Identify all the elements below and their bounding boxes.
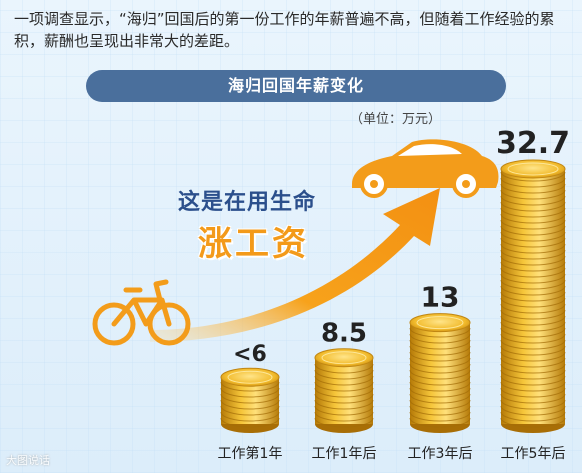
sports-car-icon (352, 139, 499, 198)
value-label: 13 (421, 281, 460, 314)
coin-stack-bar (500, 159, 566, 433)
slogan-line-2: 涨工资 (198, 224, 309, 264)
value-label: 8.5 (321, 319, 367, 349)
category-label: 工作第1年 (218, 445, 283, 462)
category-label: 工作5年后 (501, 446, 566, 462)
value-label: <6 (233, 342, 267, 367)
watermark: 大图说话 (6, 454, 50, 467)
coin-stack-bar (220, 367, 280, 433)
category-label: 工作3年后 (408, 446, 473, 462)
coin-stack-bar (314, 348, 374, 433)
slogan-line-1: 这是在用生命 (178, 190, 317, 215)
category-label: 工作1年后 (312, 446, 377, 462)
bicycle-icon (92, 279, 191, 346)
unit-label: （单位：万元） (350, 112, 442, 127)
intro-text: 一项调查显示，“海归”回国后的第一份工作的年薪普遍不高，但随着工作经验的累积，薪… (14, 10, 555, 50)
coin-stack-bar (409, 313, 471, 433)
chart-title-banner: 海归回国年薪变化 (86, 70, 506, 102)
value-label: 32.7 (496, 126, 570, 161)
growth-arrow-icon (150, 188, 440, 342)
